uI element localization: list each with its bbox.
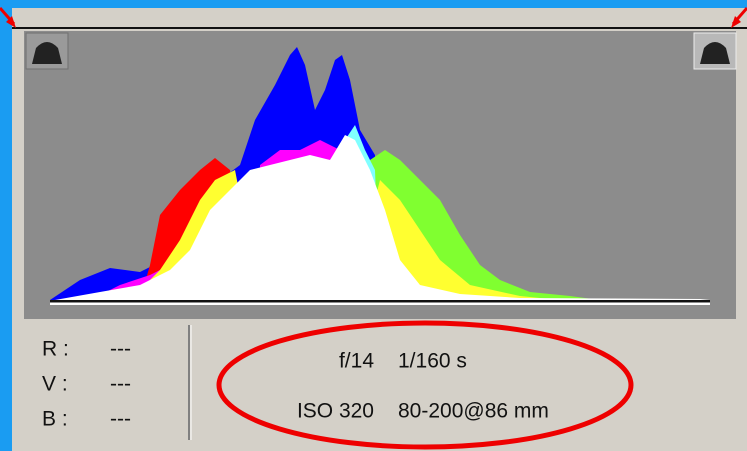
channel-value: --- xyxy=(110,408,131,431)
channel-label: R : xyxy=(42,338,69,361)
histogram xyxy=(50,47,710,305)
channel-label: B : xyxy=(42,408,68,431)
arrow-head xyxy=(731,16,741,28)
channel-label: V : xyxy=(42,373,68,396)
channel-value: --- xyxy=(110,373,131,396)
channel-value: --- xyxy=(110,338,131,361)
iso: ISO 320 xyxy=(297,400,374,423)
lens: 80-200@86 mm xyxy=(398,400,549,423)
aperture: f/14 xyxy=(339,350,374,373)
arrow-head xyxy=(6,16,16,28)
shadow-clip-toggle[interactable] xyxy=(25,32,69,70)
highlight-clip-toggle[interactable] xyxy=(693,32,737,70)
shutter-speed: 1/160 s xyxy=(398,350,467,373)
luminance xyxy=(55,135,710,300)
highlight-ellipse xyxy=(216,320,634,450)
